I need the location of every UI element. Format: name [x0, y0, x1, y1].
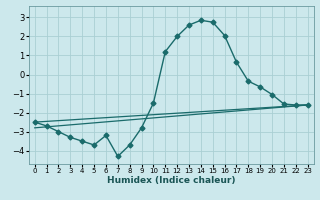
X-axis label: Humidex (Indice chaleur): Humidex (Indice chaleur) — [107, 176, 236, 185]
